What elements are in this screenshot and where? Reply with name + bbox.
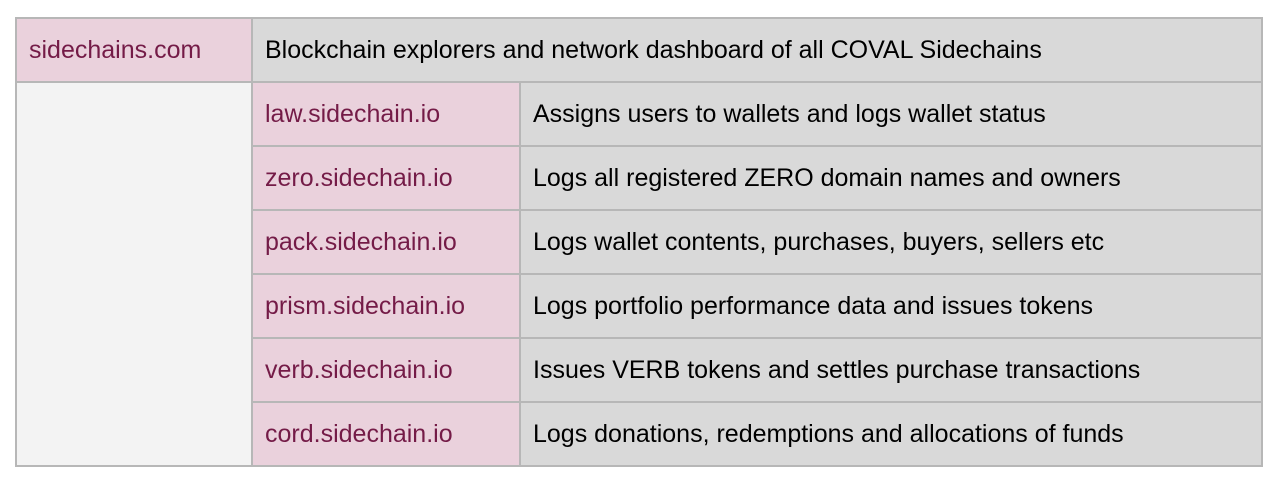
domain-cell: prism.sidechain.io bbox=[251, 273, 521, 339]
domain-cell: zero.sidechain.io bbox=[251, 145, 521, 211]
domain-cell: law.sidechain.io bbox=[251, 81, 521, 147]
table-row: verb.sidechain.io Issues VERB tokens and… bbox=[16, 337, 1263, 403]
description-cell: Issues VERB tokens and settles purchase … bbox=[519, 337, 1263, 403]
sidechains-table: sidechains.com Blockchain explorers and … bbox=[15, 17, 1263, 467]
table-row: prism.sidechain.io Logs portfolio perfor… bbox=[16, 273, 1263, 339]
description-cell: Assigns users to wallets and logs wallet… bbox=[519, 81, 1263, 147]
domain-cell: pack.sidechain.io bbox=[251, 209, 521, 275]
empty-cell bbox=[15, 81, 253, 467]
description-cell: Logs donations, redemptions and allocati… bbox=[519, 401, 1263, 467]
table-row: law.sidechain.io Assigns users to wallet… bbox=[15, 81, 1263, 467]
description-cell: Logs wallet contents, purchases, buyers,… bbox=[519, 209, 1263, 275]
table-row: zero.sidechain.io Logs all registered ZE… bbox=[16, 145, 1263, 211]
description-cell: Logs all registered ZERO domain names an… bbox=[519, 145, 1263, 211]
main-domain-cell: sidechains.com bbox=[15, 17, 253, 83]
table-row: pack.sidechain.io Logs wallet contents, … bbox=[16, 209, 1263, 275]
domain-cell: cord.sidechain.io bbox=[251, 401, 521, 467]
table-row: cord.sidechain.io Logs donations, redemp… bbox=[16, 401, 1263, 467]
domain-cell: verb.sidechain.io bbox=[251, 337, 521, 403]
table-row-header: sidechains.com Blockchain explorers and … bbox=[15, 17, 1263, 83]
main-description-cell: Blockchain explorers and network dashboa… bbox=[251, 17, 1263, 83]
description-cell: Logs portfolio performance data and issu… bbox=[519, 273, 1263, 339]
